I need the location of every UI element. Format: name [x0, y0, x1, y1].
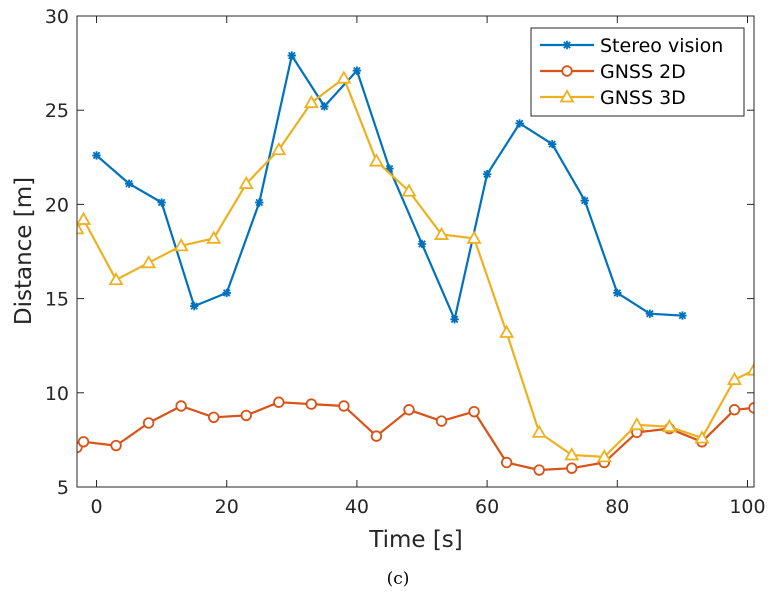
asterisk-marker: [287, 51, 297, 60]
circle-marker: [142, 417, 155, 429]
series-stereo-vision: [92, 51, 687, 324]
triangle-marker: [746, 362, 754, 376]
circle-marker: [468, 405, 480, 418]
asterisk-marker: [157, 198, 166, 207]
triangle-marker: [77, 221, 85, 235]
asterisk-marker: [613, 288, 622, 298]
asterisk-marker: [450, 315, 459, 324]
triangle-marker: [108, 271, 124, 286]
asterisk-marker: [562, 40, 572, 50]
circle-marker: [748, 402, 754, 414]
y-axis-label: Distance [m]: [11, 177, 37, 325]
y-tick-label: 25: [45, 100, 69, 122]
asterisk-marker: [548, 139, 557, 149]
triangle-marker: [499, 324, 515, 338]
triangle-marker: [433, 226, 450, 240]
asterisk-marker: [417, 239, 427, 249]
circle-marker: [728, 404, 741, 416]
x-tick-label: 20: [215, 496, 239, 518]
x-tick-label: 40: [345, 496, 369, 518]
triangle-marker: [661, 418, 677, 433]
asterisk-marker: [255, 198, 264, 207]
x-tick-label: 80: [605, 496, 629, 518]
asterisk-marker: [320, 102, 329, 111]
triangle-marker: [206, 230, 222, 244]
circle-marker: [305, 398, 318, 410]
y-tick-label: 30: [45, 6, 69, 28]
triangle-marker: [238, 175, 254, 190]
y-tick-label: 20: [45, 194, 69, 216]
triangle-marker: [77, 211, 92, 225]
triangle-marker: [564, 447, 580, 461]
circle-marker: [403, 404, 415, 416]
asterisk-marker: [222, 288, 231, 298]
triangle-marker: [141, 254, 157, 269]
circle-marker: [338, 400, 350, 412]
asterisk-marker: [580, 196, 589, 205]
asterisk-marker: [385, 164, 394, 173]
legend-item: Stereo vision: [540, 35, 723, 57]
legend-label: Stereo vision: [600, 35, 723, 57]
circle-marker: [273, 396, 285, 408]
axes-layer: 0 20 40 60 80 100 5 10 15 20 25 30: [45, 6, 766, 518]
triangle-marker: [401, 183, 417, 197]
triangle-marker: [173, 238, 189, 252]
x-tick-label: 60: [475, 496, 499, 518]
x-tick-label: 100: [729, 496, 765, 518]
circle-marker: [175, 400, 187, 412]
series-gnss-3d: [77, 70, 754, 463]
legend: Stereo vision GNSS 2D GNSS 3D: [530, 27, 745, 117]
circle-marker: [533, 464, 545, 476]
asterisk-marker: [352, 66, 362, 75]
x-tick-label: 0: [90, 496, 102, 518]
circle-marker: [370, 430, 383, 442]
triangle-marker: [726, 371, 743, 386]
triangle-marker: [336, 70, 352, 84]
asterisk-marker: [482, 170, 492, 179]
triangle-marker: [694, 430, 710, 444]
legend-item: GNSS 3D: [540, 87, 686, 109]
y-tick-label: 15: [45, 289, 69, 311]
triangle-marker: [303, 94, 319, 109]
legend-label: GNSS 2D: [600, 61, 686, 83]
asterisk-marker: [678, 311, 687, 320]
legend-label: GNSS 3D: [600, 87, 686, 109]
triangle-marker: [531, 424, 547, 438]
series-layer: [77, 51, 754, 476]
asterisk-marker: [515, 119, 524, 128]
triangle-marker: [629, 417, 645, 431]
triangle-marker: [596, 449, 612, 463]
legend-item: GNSS 2D: [540, 61, 686, 83]
asterisk-marker: [189, 301, 199, 311]
circle-marker: [561, 65, 573, 77]
circle-marker: [435, 415, 448, 427]
axes-box: [76, 15, 755, 488]
triangle-marker: [271, 141, 287, 156]
circle-marker: [566, 462, 578, 474]
triangle-marker: [466, 230, 482, 244]
triangle-marker: [368, 153, 384, 167]
figure-caption: (c): [387, 569, 410, 589]
y-tick-label: 10: [45, 383, 69, 405]
x-axis-label: Time [s]: [368, 527, 463, 553]
circle-marker: [240, 409, 252, 422]
circle-marker: [500, 456, 513, 469]
circle-marker: [77, 436, 90, 448]
series-gnss-2d: [77, 396, 754, 476]
asterisk-marker: [92, 151, 101, 160]
circle-marker: [208, 411, 220, 423]
asterisk-marker: [645, 309, 655, 318]
circle-marker: [110, 439, 122, 452]
y-tick-label: 5: [57, 477, 69, 499]
triangle-marker: [559, 89, 575, 103]
asterisk-marker: [124, 179, 134, 188]
